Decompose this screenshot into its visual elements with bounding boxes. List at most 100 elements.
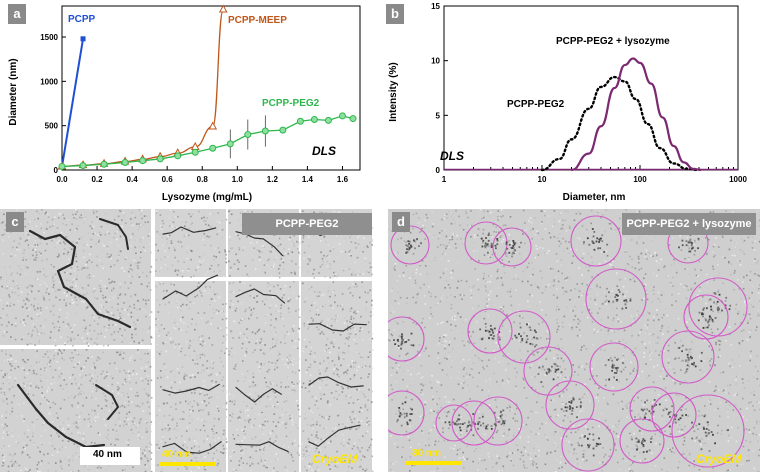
particle xyxy=(691,415,729,452)
particle xyxy=(697,305,717,329)
particle xyxy=(608,289,632,310)
em-noise xyxy=(0,209,153,347)
data-point xyxy=(244,131,252,139)
chart-b-xlabel: Diameter, nm xyxy=(563,192,626,203)
data-point xyxy=(174,152,182,160)
polymer-strand xyxy=(99,218,129,250)
series-label-peg2-lysozyme: PCPP-PEG2 + lysozyme xyxy=(556,36,670,47)
chart-a-annotation: DLS xyxy=(312,144,336,158)
polymer-strand xyxy=(308,376,364,388)
data-point xyxy=(324,116,332,124)
series-label-pcpp-meep: PCPP-MEEP xyxy=(228,15,287,26)
data-point xyxy=(279,126,287,134)
particle-circle xyxy=(388,316,425,362)
em-noise xyxy=(155,209,228,278)
polymer-strand xyxy=(95,384,119,420)
em-background xyxy=(228,281,299,349)
particle xyxy=(583,228,609,253)
x-tick-label: 10 xyxy=(538,175,547,184)
particle-circle xyxy=(451,400,497,446)
y-tick-label: 500 xyxy=(45,122,59,131)
x-tick-label: 1 xyxy=(442,175,447,184)
particle-circle xyxy=(671,394,745,468)
particle-circle xyxy=(545,380,595,430)
em-noise xyxy=(155,281,228,350)
data-point xyxy=(310,115,318,123)
particle-circle xyxy=(388,390,425,436)
x-tick-label: 1.2 xyxy=(267,175,279,184)
em-noise xyxy=(388,209,760,472)
particle-circle xyxy=(651,392,697,438)
data-point xyxy=(79,162,87,170)
em-background xyxy=(155,281,226,349)
chart-a-frame xyxy=(61,5,361,171)
x-tick-label: 1.4 xyxy=(302,175,314,184)
scale-label-d: 80 nm xyxy=(412,448,441,459)
polymer-strand xyxy=(235,288,286,304)
x-tick-label: 100 xyxy=(633,175,647,184)
em-noise xyxy=(228,413,300,472)
polymer-strand xyxy=(162,274,219,300)
polymer-strand xyxy=(162,226,217,235)
data-point xyxy=(208,121,218,130)
particle-circle xyxy=(561,418,615,472)
particle xyxy=(505,240,522,258)
chart-b-ylabel: Intensity (%) xyxy=(388,62,399,121)
y-tick-label: 0 xyxy=(54,166,59,175)
particle xyxy=(537,362,563,383)
x-tick-label: 0.8 xyxy=(197,175,209,184)
y-tick-label: 0 xyxy=(436,166,441,175)
series-line-2 xyxy=(61,115,354,168)
em-background xyxy=(155,209,226,277)
chart-a-ylabel: Diameter (nm) xyxy=(8,58,19,125)
data-point xyxy=(218,4,228,13)
particle xyxy=(485,409,511,431)
cryoem-label-d: CryoEM xyxy=(696,452,742,466)
particle xyxy=(514,323,539,348)
data-point xyxy=(349,115,357,123)
polymer-strand xyxy=(16,383,106,449)
particle-circle xyxy=(683,294,729,340)
particle-circle xyxy=(497,310,551,364)
particle xyxy=(393,332,415,350)
y-tick-label: 1500 xyxy=(40,33,58,42)
series-line-1 xyxy=(61,8,224,168)
series-label-peg2: PCPP-PEG2 xyxy=(507,99,565,110)
chart-b-annotation: DLS xyxy=(440,149,464,163)
cryoem-label-c: CryoEM xyxy=(312,452,358,466)
panel-label-b: b xyxy=(386,4,404,24)
scale-box-left xyxy=(80,447,140,465)
particle-circle xyxy=(570,215,622,267)
particle-circle xyxy=(619,418,665,464)
polymer-strand xyxy=(308,323,367,332)
data-point xyxy=(226,140,234,148)
panel-label-a: a xyxy=(8,4,26,24)
panel-label-c: c xyxy=(6,212,24,232)
series-line-1 xyxy=(571,57,702,172)
particle xyxy=(631,429,652,453)
x-tick-label: 0.2 xyxy=(91,175,103,184)
panel-label-d: d xyxy=(392,212,410,232)
particle xyxy=(604,358,624,381)
x-tick-label: 0.4 xyxy=(127,175,139,184)
cryoem-image-d xyxy=(388,209,760,472)
scale-label-left: 40 nm xyxy=(93,449,122,460)
particle xyxy=(479,322,501,341)
particle-circle xyxy=(492,227,532,267)
particle xyxy=(578,433,602,458)
chart-a: 0.0 0.2 0.4 0.6 0.8 1.0 1.2 1.4 1.6050010001500 … xyxy=(8,4,361,203)
data-point xyxy=(156,155,164,163)
polymer-strand xyxy=(162,441,222,454)
particle xyxy=(678,344,703,373)
x-tick-label: 1000 xyxy=(729,175,747,184)
em-noise xyxy=(302,281,374,351)
x-tick-label: 1.0 xyxy=(232,175,244,184)
em-background xyxy=(0,209,151,345)
polymer-strand xyxy=(162,383,220,394)
x-tick-label: 0.0 xyxy=(56,175,68,184)
chart-b: 1 10 100 1000 0 5 10 15 Diameter, nm Intensity … xyxy=(388,2,747,203)
data-point xyxy=(121,158,129,166)
data-point xyxy=(58,162,66,170)
x-tick-label: 1.6 xyxy=(337,175,349,184)
data-point xyxy=(80,36,86,42)
